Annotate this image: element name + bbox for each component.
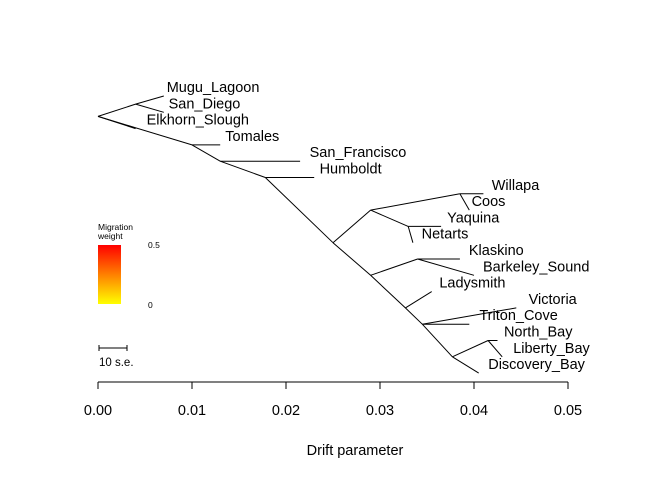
legend-min-label: 0 [148, 300, 153, 310]
tree-branch [135, 95, 164, 105]
scale-bar-label: 10 s.e. [99, 357, 134, 369]
population-label: Coos [472, 194, 506, 210]
tree-branch [264, 177, 334, 244]
tree-branch [417, 258, 475, 276]
x-axis-tick-label: 0.01 [178, 403, 206, 419]
population-label: Elkhorn_Slough [147, 113, 249, 129]
tree-branch [370, 274, 406, 309]
x-axis-tick-label: 0.03 [366, 403, 394, 419]
x-axis-title: Drift parameter [307, 443, 404, 459]
population-label: Victoria [529, 292, 578, 308]
legend-max-label: 0.5 [148, 240, 160, 250]
tree-branch [405, 307, 423, 325]
tree-branch [191, 144, 221, 162]
tree-branch [97, 115, 193, 146]
x-axis-tick-label: 0.00 [84, 403, 112, 419]
tree-branch [135, 103, 164, 113]
tree-branch [370, 209, 409, 227]
x-axis-tick-label: 0.04 [460, 403, 488, 419]
tree-branches [97, 95, 517, 374]
tree-branch [487, 340, 503, 358]
tree-branch [370, 258, 418, 276]
tree-branch [220, 160, 266, 178]
x-axis-tick-label: 0.05 [554, 403, 582, 419]
population-label: Willapa [492, 178, 540, 194]
population-label: San_Francisco [310, 145, 407, 161]
migration-weight-legend: Migration weight 0.5 0 [97, 222, 160, 310]
legend-title-line2: weight [97, 231, 123, 241]
population-label: Mugu_Lagoon [167, 80, 260, 96]
population-label: Barkeley_Sound [483, 259, 589, 275]
population-label: Discovery_Bay [488, 357, 585, 373]
x-axis-tick-label: 0.02 [272, 403, 300, 419]
tree-branch [97, 103, 136, 117]
population-label: Yaquina [447, 210, 500, 226]
tree-branch [452, 340, 489, 358]
standard-error-scale-bar: 10 s.e. [98, 345, 134, 369]
population-label: Ladysmith [439, 276, 505, 292]
tree-branch [452, 356, 479, 374]
population-label: North_Bay [504, 325, 573, 341]
tree-branch [405, 291, 432, 309]
tree-branch [459, 193, 470, 211]
population-label: Klaskino [469, 243, 524, 259]
population-label: San_Diego [169, 96, 241, 112]
tree-branch [407, 226, 414, 243]
legend-title-line1: Migration [98, 222, 133, 232]
tip-labels: Mugu_LagoonSan_DiegoElkhorn_SloughTomale… [147, 80, 591, 373]
population-label: Humboldt [320, 162, 382, 178]
tree-branch [421, 323, 453, 358]
tree-branch [422, 307, 517, 325]
population-label: Netarts [422, 227, 469, 243]
x-axis: 0.00 0.01 0.02 0.03 0.04 0.05 [84, 381, 582, 419]
tree-branch [370, 193, 460, 211]
legend-color-gradient [98, 245, 121, 304]
tree-branch [332, 242, 371, 276]
population-label: Liberty_Bay [513, 341, 590, 357]
population-label: Tomales [225, 129, 279, 145]
tree-branch [332, 209, 371, 244]
population-label: Triton_Cove [479, 308, 557, 324]
